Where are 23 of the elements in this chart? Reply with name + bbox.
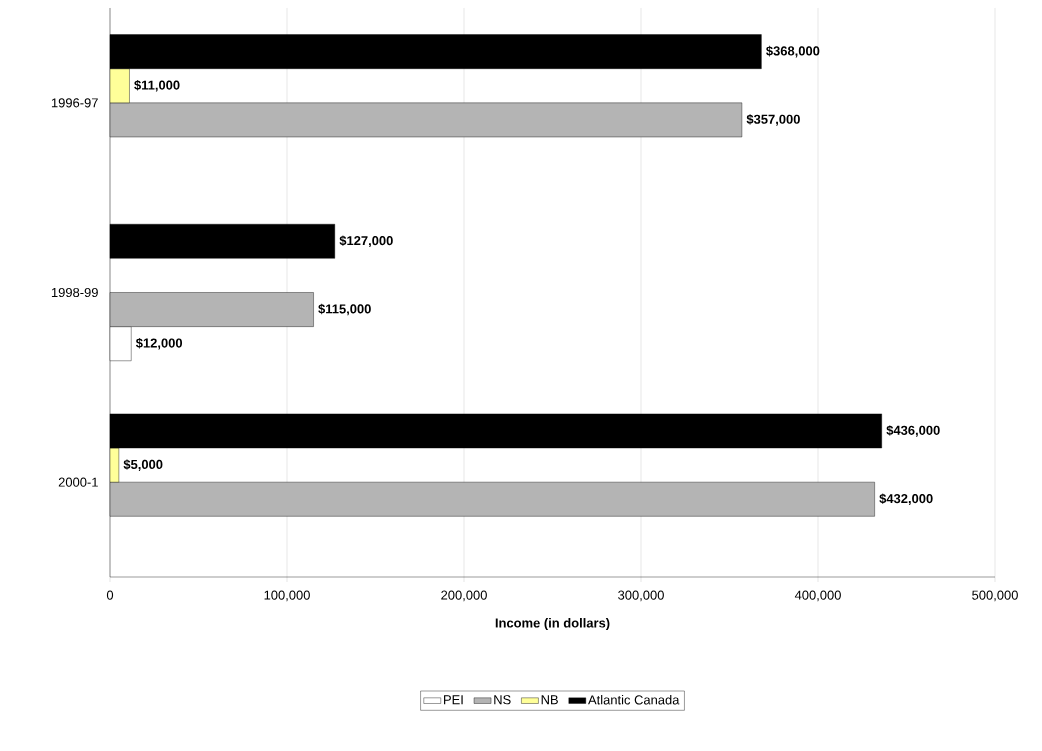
legend-label: Atlantic Canada	[588, 694, 680, 705]
data-label: $368,000	[766, 45, 820, 58]
x-axis-title: Income (in dollars)	[495, 618, 610, 631]
data-label: $12,000	[135, 337, 183, 350]
x-tick-label: 0	[106, 590, 114, 600]
x-tick-label: 500,000	[972, 590, 1018, 602]
data-label: $127,000	[339, 235, 393, 248]
data-label: $115,000	[318, 303, 371, 316]
data-label: $432,000	[879, 493, 933, 506]
data-label: $5,000	[123, 459, 163, 471]
legend-label: NB	[541, 695, 558, 705]
data-label: $436,000	[886, 425, 940, 437]
x-tick-label: 300,000	[618, 590, 664, 602]
x-tick-label: 100,000	[264, 590, 310, 602]
data-label: $11,000	[134, 79, 180, 92]
legend-label: PEI	[444, 695, 463, 705]
y-tick-label: 1998-99	[51, 287, 98, 298]
legend-label: NS	[494, 695, 511, 705]
data-label: $357,000	[746, 114, 800, 126]
x-tick-label: 200,000	[441, 590, 487, 602]
x-tick-label: 400,000	[794, 590, 841, 602]
y-tick-label: 2000-1	[58, 477, 98, 487]
y-tick-label: 1996-97	[51, 98, 98, 108]
